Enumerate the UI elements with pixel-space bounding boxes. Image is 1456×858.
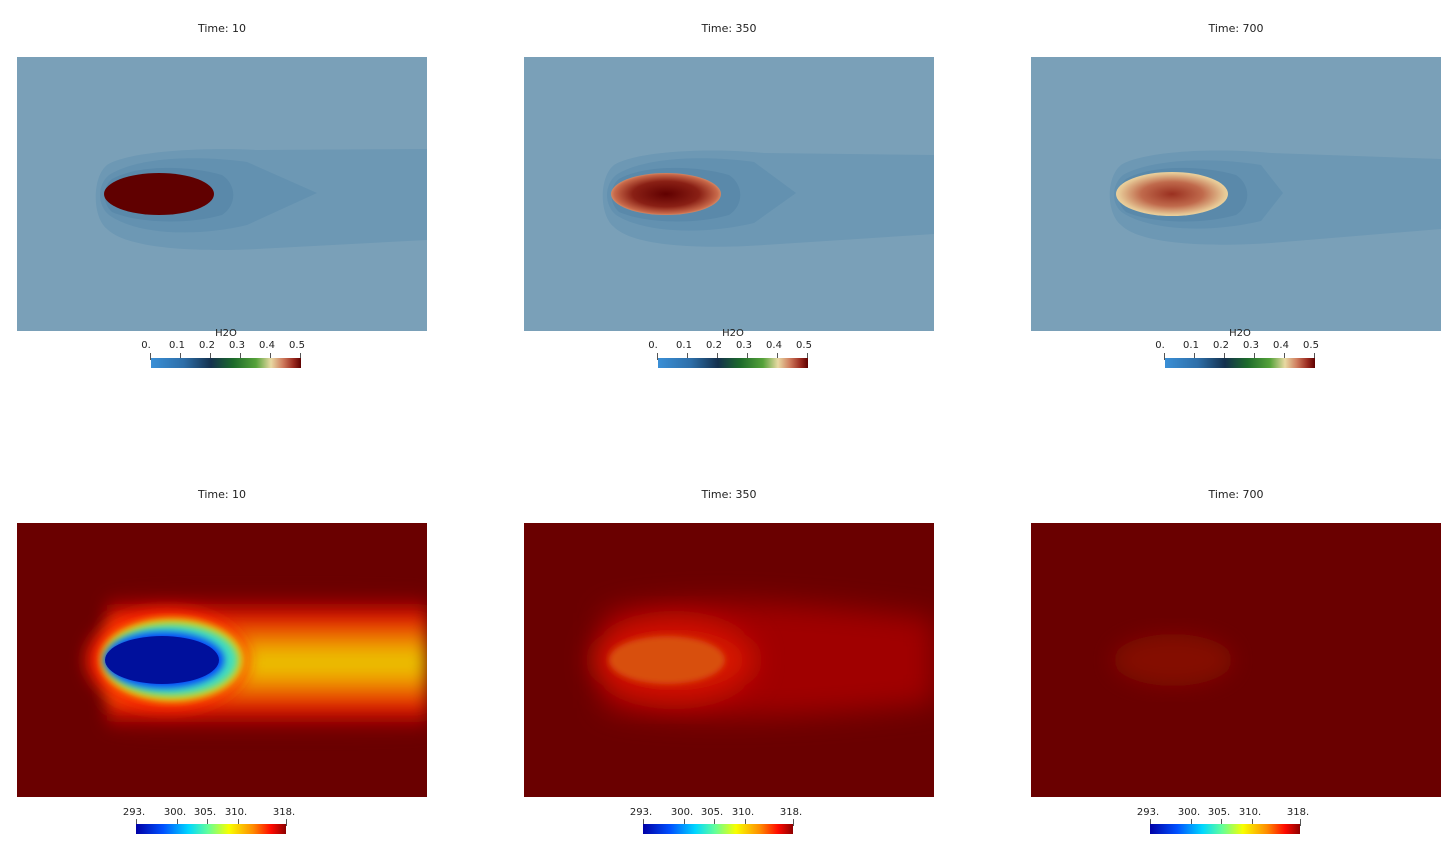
h2o-field-t700 (1031, 57, 1441, 331)
legend-title: H2O (722, 328, 744, 339)
h2o-legend-2: H2O 0. 0.1 0.2 0.3 0.4 0.5 (637, 328, 837, 378)
legend-tick: 0. (1155, 340, 1165, 351)
legend-tick: 0.1 (676, 340, 692, 351)
legend-tick: 0.2 (706, 340, 722, 351)
legend-tick: 318. (779, 807, 803, 818)
panel-title-temp-t700: Time: 700 (1208, 488, 1264, 501)
legend-tick: 318. (272, 807, 296, 818)
legend-title: H2O (215, 328, 237, 339)
legend-tick: 293. (1136, 807, 1160, 818)
temp-field-t700 (1031, 523, 1441, 797)
legend-tick: 0.4 (1273, 340, 1289, 351)
legend-tick: 300. (163, 807, 187, 818)
panel-title-temp-t10: Time: 10 (197, 488, 247, 501)
h2o-legend-1: H2O 0. 0.1 0.2 0.3 0.4 0.5 (130, 328, 330, 378)
legend-tick: 0.5 (289, 340, 305, 351)
legend-tick: 305. (193, 807, 217, 818)
h2o-colorbar (1165, 358, 1315, 368)
legend-tick: 0.3 (736, 340, 752, 351)
legend-tick: 0. (141, 340, 151, 351)
temp-legend-2: 293. 300. 305. 310. 318. (622, 806, 822, 856)
legend-tick: 300. (1177, 807, 1201, 818)
legend-tick: 0.5 (1303, 340, 1319, 351)
legend-tick: 318. (1286, 807, 1310, 818)
legend-tick: 0.3 (229, 340, 245, 351)
temp-field-t10 (17, 523, 427, 797)
legend-tick: 0.2 (1213, 340, 1229, 351)
legend-title: H2O (1229, 328, 1251, 339)
panel-title-h2o-t700: Time: 700 (1208, 22, 1264, 35)
legend-tick: 305. (700, 807, 724, 818)
h2o-colorbar (151, 358, 301, 368)
legend-tick: 305. (1207, 807, 1231, 818)
h2o-legend-3: H2O 0. 0.1 0.2 0.3 0.4 0.5 (1144, 328, 1344, 378)
legend-tick: 293. (122, 807, 146, 818)
legend-tick: 310. (731, 807, 755, 818)
panel-title-temp-t350: Time: 350 (701, 488, 757, 501)
temp-colorbar (136, 824, 286, 834)
temp-field-t350 (524, 523, 934, 797)
legend-tick: 0.2 (199, 340, 215, 351)
h2o-field-t350 (524, 57, 934, 331)
legend-tick: 0. (648, 340, 658, 351)
legend-tick: 310. (224, 807, 248, 818)
temp-legend-1: 293. 300. 305. 310. 318. (115, 806, 315, 856)
legend-tick: 293. (629, 807, 653, 818)
legend-tick: 300. (670, 807, 694, 818)
legend-tick: 0.3 (1243, 340, 1259, 351)
h2o-field-t10 (17, 57, 427, 331)
legend-tick: 0.5 (796, 340, 812, 351)
legend-tick: 0.1 (1183, 340, 1199, 351)
h2o-colorbar (658, 358, 808, 368)
temp-colorbar (1150, 824, 1300, 834)
temp-colorbar (643, 824, 793, 834)
panel-title-h2o-t350: Time: 350 (701, 22, 757, 35)
legend-tick: 0.4 (259, 340, 275, 351)
legend-tick: 0.1 (169, 340, 185, 351)
temp-legend-3: 293. 300. 305. 310. 318. (1129, 806, 1329, 856)
legend-tick: 310. (1238, 807, 1262, 818)
panel-title-h2o-t10: Time: 10 (197, 22, 247, 35)
legend-tick: 0.4 (766, 340, 782, 351)
